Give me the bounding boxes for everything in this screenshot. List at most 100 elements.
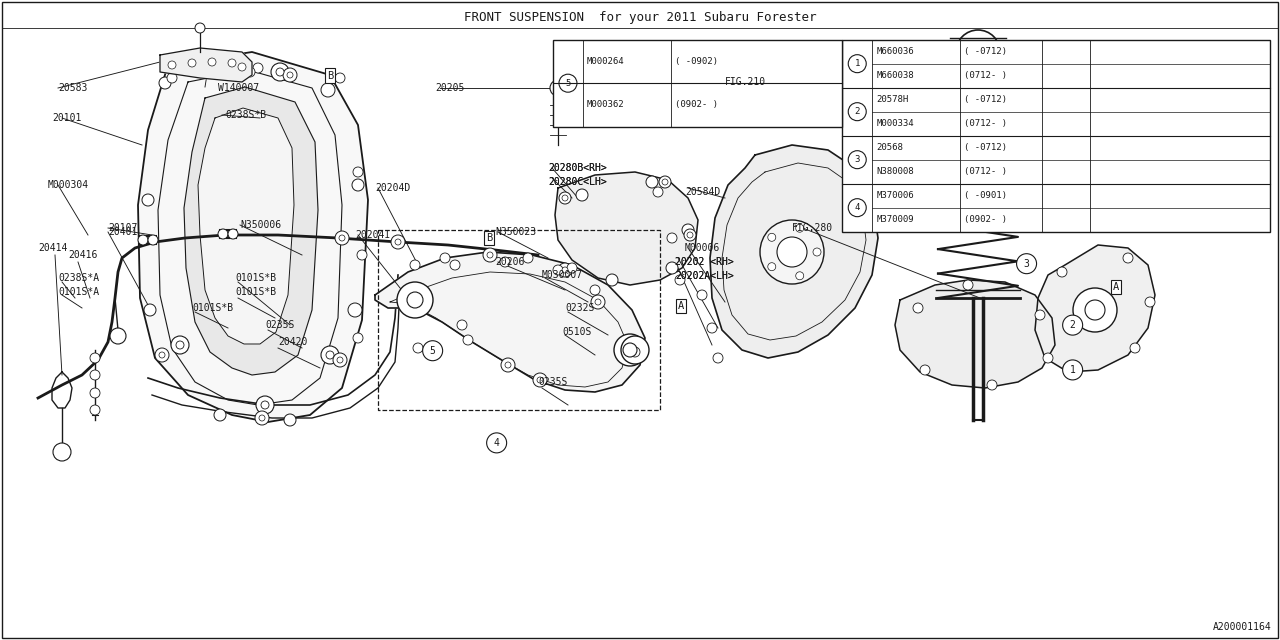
Circle shape: [590, 285, 600, 295]
Circle shape: [271, 63, 289, 81]
Circle shape: [682, 224, 694, 236]
Text: 20202A<LH>: 20202A<LH>: [675, 271, 733, 281]
Polygon shape: [895, 280, 1055, 388]
Text: 20280B<RH>: 20280B<RH>: [548, 163, 607, 173]
Circle shape: [410, 260, 420, 270]
Circle shape: [968, 42, 988, 62]
Text: 20401: 20401: [108, 227, 137, 237]
Circle shape: [653, 187, 663, 197]
Circle shape: [326, 351, 334, 359]
Circle shape: [335, 73, 346, 83]
Circle shape: [440, 253, 451, 263]
Text: 0238S*B: 0238S*B: [225, 110, 266, 120]
Circle shape: [713, 353, 723, 363]
Circle shape: [1085, 300, 1105, 320]
Text: 4: 4: [855, 203, 860, 212]
Text: N380008: N380008: [877, 167, 914, 176]
Text: (0712- ): (0712- ): [964, 71, 1007, 80]
Text: 2: 2: [855, 107, 860, 116]
Text: 0101S*B: 0101S*B: [236, 287, 276, 297]
Text: FRONT: FRONT: [657, 84, 691, 109]
Circle shape: [796, 272, 804, 280]
Circle shape: [155, 348, 169, 362]
Text: 20101: 20101: [52, 113, 82, 123]
Text: 20280C<LH>: 20280C<LH>: [548, 177, 607, 187]
Text: 0510S: 0510S: [562, 327, 591, 337]
Circle shape: [205, 67, 215, 77]
Text: 20206: 20206: [495, 257, 525, 267]
Text: 20280B<RH>: 20280B<RH>: [548, 163, 607, 173]
Circle shape: [559, 192, 571, 204]
Text: 1: 1: [855, 59, 860, 68]
Circle shape: [1146, 297, 1155, 307]
Circle shape: [614, 334, 646, 366]
Text: 20420: 20420: [278, 337, 307, 347]
Text: ( -0902): ( -0902): [675, 57, 718, 66]
Text: M660036: M660036: [877, 47, 914, 56]
Circle shape: [407, 292, 422, 308]
Text: B: B: [486, 233, 492, 243]
Circle shape: [920, 365, 931, 375]
Text: M000362: M000362: [588, 100, 625, 109]
Text: 20202 <RH>: 20202 <RH>: [675, 257, 733, 267]
Circle shape: [623, 343, 637, 357]
Circle shape: [348, 303, 362, 317]
Text: 20578H: 20578H: [877, 95, 909, 104]
Text: M370009: M370009: [877, 215, 914, 224]
Circle shape: [335, 231, 349, 245]
Text: 3: 3: [855, 155, 860, 164]
Text: (0712- ): (0712- ): [964, 167, 1007, 176]
Polygon shape: [184, 87, 317, 375]
Circle shape: [110, 328, 125, 344]
Circle shape: [261, 401, 269, 409]
Circle shape: [500, 257, 509, 267]
Circle shape: [353, 333, 364, 343]
Circle shape: [956, 30, 1000, 74]
Text: N350023: N350023: [495, 227, 536, 237]
Circle shape: [768, 262, 776, 271]
Circle shape: [662, 179, 668, 185]
Circle shape: [666, 262, 678, 274]
Circle shape: [357, 250, 367, 260]
Circle shape: [138, 235, 148, 245]
Text: 20414: 20414: [38, 243, 68, 253]
Circle shape: [463, 335, 474, 345]
Circle shape: [483, 248, 497, 262]
Circle shape: [1123, 253, 1133, 263]
Circle shape: [413, 343, 422, 353]
Text: M660038: M660038: [877, 71, 914, 80]
Circle shape: [90, 405, 100, 415]
Text: FIG.210: FIG.210: [724, 77, 767, 87]
Text: 5: 5: [430, 346, 435, 356]
Circle shape: [168, 61, 177, 69]
Circle shape: [675, 275, 685, 285]
Text: 0235S: 0235S: [265, 320, 294, 330]
Text: 0238S*A: 0238S*A: [58, 273, 99, 283]
Circle shape: [396, 239, 401, 245]
Circle shape: [255, 411, 269, 425]
Text: 0232S: 0232S: [564, 303, 594, 313]
Text: M00006: M00006: [685, 243, 721, 253]
Text: ( -0712): ( -0712): [964, 143, 1007, 152]
Circle shape: [532, 373, 547, 387]
Circle shape: [90, 353, 100, 363]
Text: 2: 2: [1070, 320, 1075, 330]
Circle shape: [1062, 363, 1073, 373]
Text: 3: 3: [1024, 259, 1029, 269]
Bar: [553, 40, 842, 127]
Text: A200001164: A200001164: [1213, 622, 1272, 632]
Circle shape: [142, 194, 154, 206]
Circle shape: [987, 380, 997, 390]
Circle shape: [353, 167, 364, 177]
Circle shape: [550, 80, 566, 96]
Circle shape: [422, 340, 443, 361]
Circle shape: [276, 68, 284, 76]
Circle shape: [1062, 360, 1083, 380]
Circle shape: [188, 59, 196, 67]
Circle shape: [684, 229, 696, 241]
Text: 20568: 20568: [877, 143, 904, 152]
Circle shape: [576, 189, 588, 201]
Circle shape: [214, 409, 227, 421]
Circle shape: [337, 357, 343, 363]
Circle shape: [963, 280, 973, 290]
